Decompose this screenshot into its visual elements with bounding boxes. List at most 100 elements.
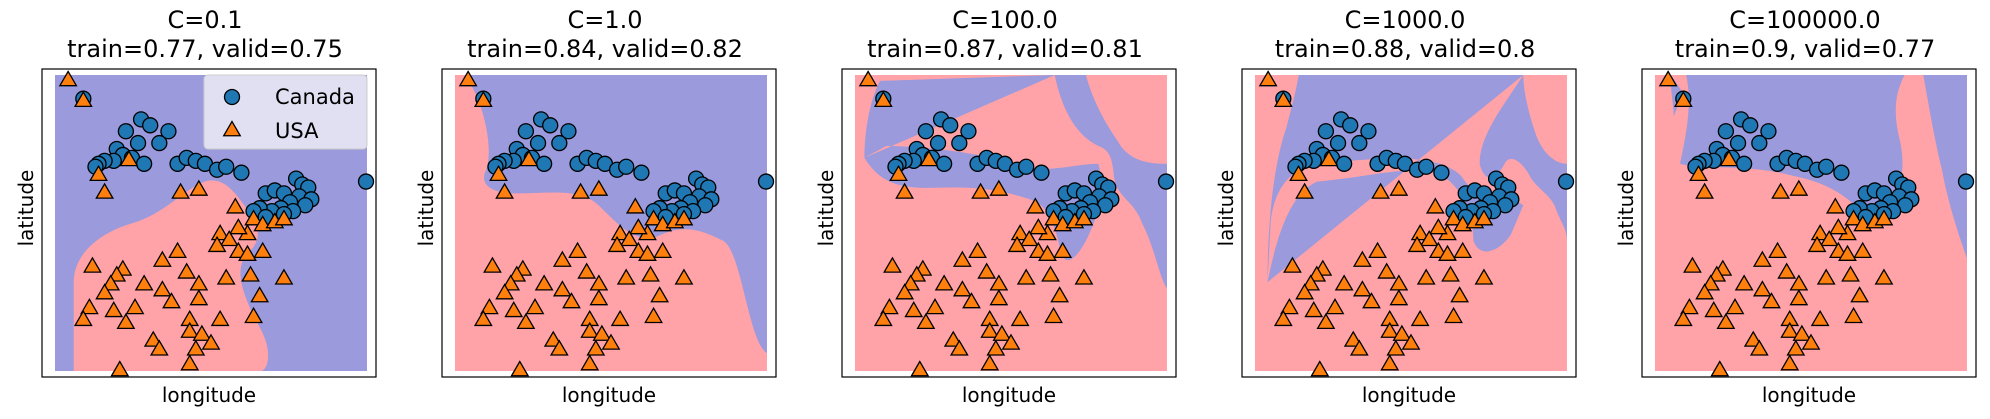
usa-point [125, 298, 145, 315]
usa-point [1780, 354, 1800, 371]
usa-point [568, 241, 587, 259]
scatter-plot [1641, 68, 1977, 378]
usa-point [1816, 268, 1836, 285]
usa-point [89, 164, 108, 182]
usa-point [1386, 339, 1406, 356]
usa-point [577, 262, 597, 279]
usa-point [580, 354, 600, 371]
usa-point [244, 306, 263, 324]
usa-point [210, 224, 230, 241]
canada-point [929, 134, 947, 152]
canada-point [223, 88, 241, 106]
usa-point [510, 360, 530, 377]
usa-point [638, 244, 657, 261]
canada-point [1342, 117, 1359, 134]
canada-point [1317, 123, 1335, 140]
usa-point [519, 150, 539, 167]
usa-point [644, 209, 663, 226]
usa-point [1074, 209, 1094, 226]
usa-point [1444, 306, 1463, 324]
usa-point [504, 301, 524, 318]
usa-point [1874, 209, 1894, 226]
usa-point [1673, 90, 1693, 108]
usa-point [1825, 197, 1845, 214]
canada-region [864, 75, 1167, 289]
usa-point [210, 309, 230, 327]
usa-point [1316, 312, 1336, 330]
canada-point [1157, 173, 1175, 190]
usa-point [1450, 286, 1470, 303]
usa-point [1474, 209, 1494, 226]
usa-point [458, 70, 478, 87]
usa-point [1810, 309, 1830, 327]
usa-point [1828, 218, 1848, 235]
usa-point [1707, 265, 1727, 282]
canada-point [960, 123, 977, 140]
canada-point [142, 117, 159, 134]
canada-point [1735, 155, 1753, 172]
usa-point [589, 179, 609, 196]
usa-point [989, 289, 1009, 306]
usa-point [177, 262, 197, 279]
usa-point [152, 280, 172, 297]
usa-point [552, 250, 572, 267]
x-axis-label: longitude [161, 383, 257, 407]
usa-point [619, 229, 639, 247]
usa-point [1010, 224, 1030, 241]
usa-point [916, 312, 936, 330]
usa-point [610, 309, 630, 327]
usa-point [238, 244, 257, 261]
usa-point [1752, 280, 1772, 297]
usa-point [1789, 289, 1809, 306]
usa-point [1444, 209, 1463, 226]
usa-point [1780, 321, 1800, 338]
usa-point [1716, 312, 1736, 330]
usa-point [1273, 90, 1293, 108]
usa-point [616, 268, 636, 285]
canada-point [951, 134, 968, 152]
usa-point [1371, 182, 1390, 199]
usa-point [571, 182, 590, 199]
canada-point [542, 117, 559, 134]
canada-point [1433, 164, 1450, 181]
usa-point [889, 164, 908, 182]
usa-point [1310, 360, 1330, 377]
usa-point [253, 241, 273, 259]
usa-point [971, 182, 990, 199]
decision-surface [855, 75, 1167, 371]
usa-point [980, 354, 1000, 371]
usa-point [1407, 235, 1427, 253]
usa-point [992, 324, 1012, 341]
usa-point [904, 301, 924, 318]
panel-c-0.1: C=0.1 train=0.77, valid=0.75 latitude lo… [0, 0, 400, 419]
usa-point [674, 209, 694, 226]
usa-point [1777, 262, 1797, 279]
legend-label-usa: USA [275, 119, 319, 143]
usa-point [628, 218, 648, 235]
usa-point [1853, 241, 1873, 259]
usa-point [1810, 224, 1830, 241]
usa-point [1380, 321, 1400, 338]
usa-point [1658, 70, 1678, 87]
usa-point [1007, 235, 1027, 253]
usa-point [480, 298, 499, 315]
usa-point [119, 150, 139, 167]
canada-point [1557, 173, 1575, 190]
usa-point [1044, 209, 1063, 226]
axes-frame [441, 68, 777, 378]
usa-point [1683, 256, 1702, 273]
usa-point [641, 265, 660, 282]
usa-point [968, 241, 987, 259]
usa-point [168, 241, 187, 259]
canada-point [917, 123, 935, 140]
usa-point [943, 330, 963, 347]
usa-point [489, 164, 508, 182]
usa-point [1844, 209, 1863, 226]
usa-point [1349, 339, 1369, 356]
usa-point [1743, 330, 1763, 347]
usa-point [607, 235, 627, 253]
usa-point [1377, 262, 1397, 279]
legend-box [203, 74, 368, 150]
usa-point [192, 324, 212, 341]
usa-point [80, 298, 99, 315]
